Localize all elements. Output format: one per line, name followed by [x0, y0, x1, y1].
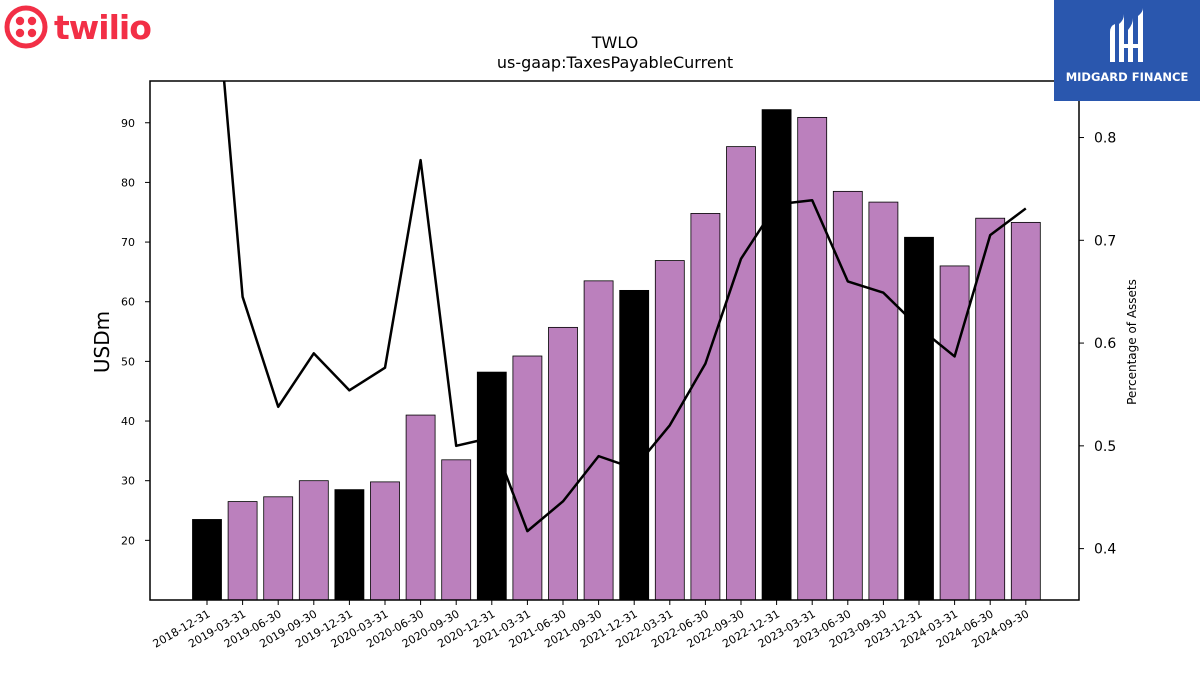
line-group	[222, 81, 1027, 533]
bar-2024-03-31	[939, 265, 970, 601]
chart-title: TWLO	[591, 33, 639, 52]
twilio-logo-icon	[4, 5, 48, 49]
bar-group	[192, 109, 1041, 601]
y2-tick-label-0.4: 0.4	[1094, 542, 1116, 558]
midgard-logo-icon	[1110, 8, 1143, 62]
bar-2023-03-31	[797, 116, 828, 601]
bar-2023-09-30	[868, 201, 899, 601]
y-tick-label-80: 80	[121, 176, 135, 189]
bar-2024-06-30	[975, 217, 1006, 601]
twilio-logo-text: twilio	[54, 7, 152, 47]
y2-tick-label-0.6: 0.6	[1094, 336, 1116, 352]
y-tick-label-40: 40	[121, 415, 135, 428]
midgard-finance-logo: MIDGARD FINANCE	[1054, 0, 1200, 101]
y-tick-label-60: 60	[121, 296, 135, 309]
bar-2022-09-30	[726, 146, 756, 601]
y2-axis-label: Percentage of Assets	[1125, 279, 1139, 405]
bar-2019-09-30	[298, 480, 329, 601]
y-tick-label-70: 70	[121, 236, 135, 249]
y2-tick-label-0.5: 0.5	[1094, 439, 1116, 455]
midgard-logo-text: MIDGARD FINANCE	[1065, 70, 1189, 84]
y-axis-right: 0.4 0.5 0.6 0.7 0.8	[1079, 131, 1116, 558]
y-tick-label-50: 50	[121, 355, 135, 368]
bar-2021-03-31	[512, 355, 543, 601]
bar-2023-06-30	[832, 190, 863, 601]
plot-frame	[149, 80, 1080, 601]
bar-2023-12-31	[904, 236, 934, 601]
bar-2019-12-31	[334, 489, 365, 601]
percentage-line	[222, 81, 1027, 533]
bar-2020-06-30	[405, 414, 436, 601]
bar-2020-09-30	[441, 459, 472, 601]
bar-2022-12-31	[761, 109, 792, 601]
bar-2018-12-31	[192, 519, 222, 601]
chart-subtitle: us-gaap:TaxesPayableCurrent	[497, 53, 733, 72]
bar-2021-09-30	[583, 280, 614, 601]
bar-2019-03-31	[227, 501, 258, 601]
twilio-logo: twilio	[4, 4, 152, 50]
y-axis-label: USDm	[90, 311, 114, 373]
y-tick-label-30: 30	[121, 475, 135, 488]
bar-2021-06-30	[548, 326, 578, 601]
y2-tick-label-0.8: 0.8	[1094, 131, 1116, 147]
y-tick-label-90: 90	[121, 117, 135, 130]
y-tick-label-20: 20	[121, 534, 135, 547]
y-axis-left: 20 30 40 50 60 70 80 90	[121, 117, 150, 547]
bar-2022-03-31	[654, 260, 685, 601]
bar-2024-09-30	[1010, 221, 1041, 601]
bar-2020-03-31	[370, 481, 400, 601]
bar-2019-06-30	[263, 496, 294, 601]
bar-2020-12-31	[476, 371, 507, 601]
y2-tick-label-0.7: 0.7	[1094, 233, 1116, 249]
bar-2021-12-31	[619, 289, 650, 601]
x-axis: 2018-12-312019-03-312019-06-302019-09-30…	[151, 600, 1031, 651]
bar-2022-06-30	[690, 213, 721, 601]
